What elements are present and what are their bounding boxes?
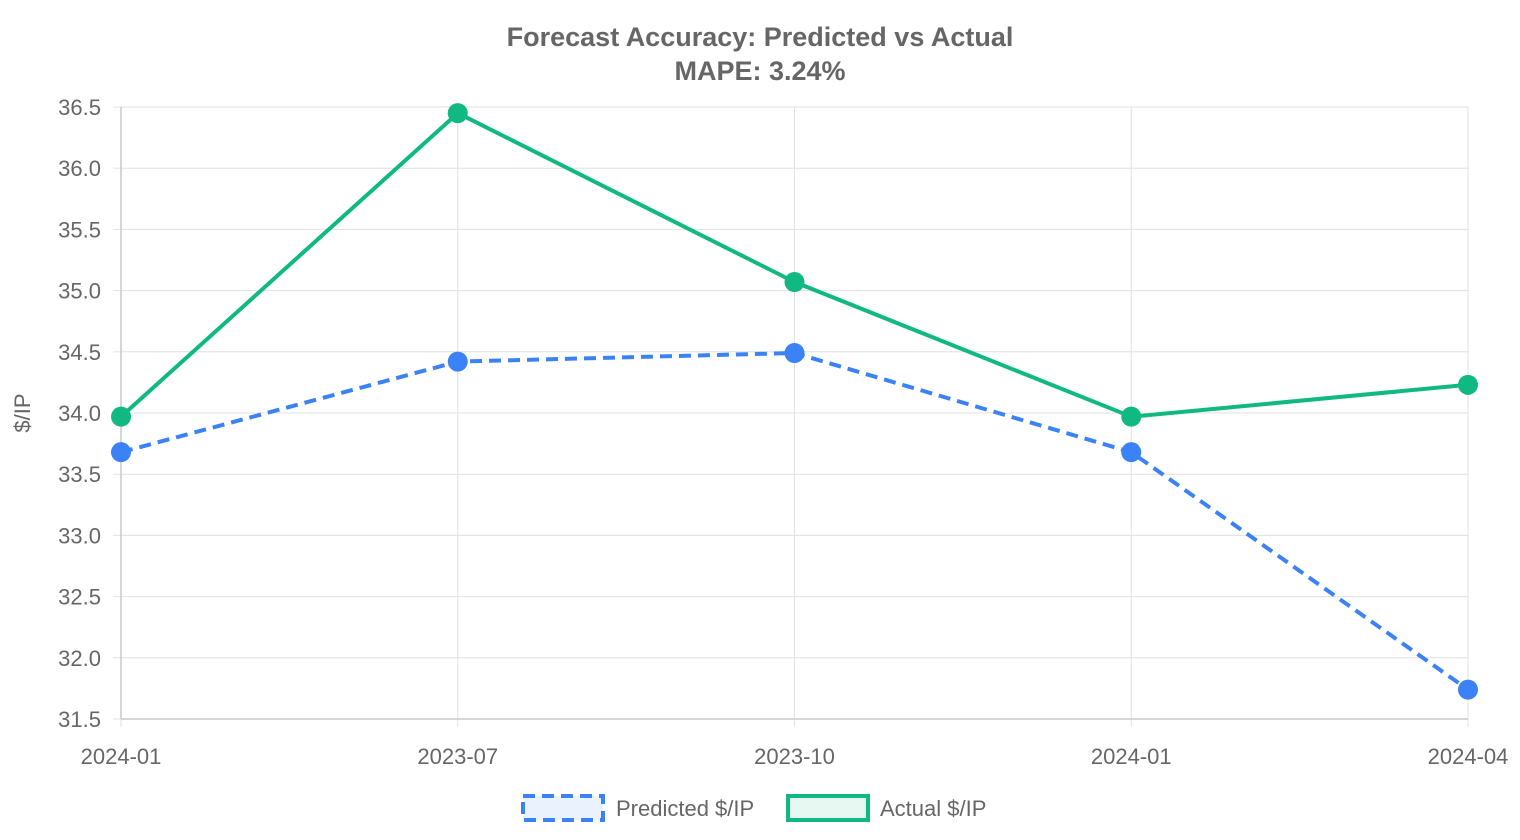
y-tick-label: 33.5 — [58, 462, 101, 487]
legend-swatch-predicted — [521, 794, 605, 822]
data-point-predicted — [1121, 442, 1142, 463]
data-point-predicted — [111, 442, 131, 463]
series-layer — [111, 103, 1478, 700]
y-tick-label: 36.0 — [58, 156, 101, 181]
data-point-predicted — [447, 351, 468, 372]
y-tick-label: 31.5 — [58, 707, 101, 732]
data-point-actual — [784, 272, 805, 293]
y-tick-label: 33.0 — [58, 523, 101, 548]
data-point-actual — [1121, 406, 1142, 427]
y-tick-label: 32.0 — [58, 646, 101, 671]
x-tick-label: 2023-07 — [417, 744, 498, 769]
x-tick-label: 2023-10 — [754, 744, 835, 769]
y-tick-label: 34.0 — [58, 401, 101, 426]
x-tick-label: 2024-01 — [1091, 744, 1172, 769]
x-tick-label: 2024-04 — [1428, 744, 1509, 769]
legend-swatch-actual — [786, 794, 870, 822]
y-tick-label: 36.5 — [58, 95, 101, 120]
y-tick-label: 34.5 — [58, 340, 101, 365]
chart-title: Forecast Accuracy: Predicted vs Actual — [507, 22, 1014, 52]
x-tick-label: 2024-01 — [81, 744, 162, 769]
legend-label-predicted: Predicted $/IP — [616, 796, 754, 821]
y-tick-label: 35.5 — [58, 217, 101, 242]
legend: Predicted $/IP Actual $/IP — [521, 794, 986, 822]
y-axis-label: $/IP — [10, 393, 35, 432]
data-point-actual — [447, 103, 468, 124]
x-axis-ticks: 2024-01 2023-07 2023-10 2024-01 2024-04 — [81, 744, 1509, 769]
data-point-actual — [1458, 374, 1478, 395]
chart-subtitle: MAPE: 3.24% — [674, 56, 845, 86]
data-point-predicted — [784, 343, 805, 364]
y-axis-ticks: 31.5 32.0 32.5 33.0 33.5 34.0 34.5 35.0 35.5 36.0… — [58, 95, 101, 732]
grid-lines — [113, 106, 1469, 727]
data-point-predicted — [1458, 679, 1478, 700]
y-tick-label: 35.0 — [58, 279, 101, 304]
data-point-actual — [111, 406, 131, 427]
y-tick-label: 32.5 — [58, 585, 101, 610]
legend-label-actual: Actual $/IP — [880, 796, 986, 821]
